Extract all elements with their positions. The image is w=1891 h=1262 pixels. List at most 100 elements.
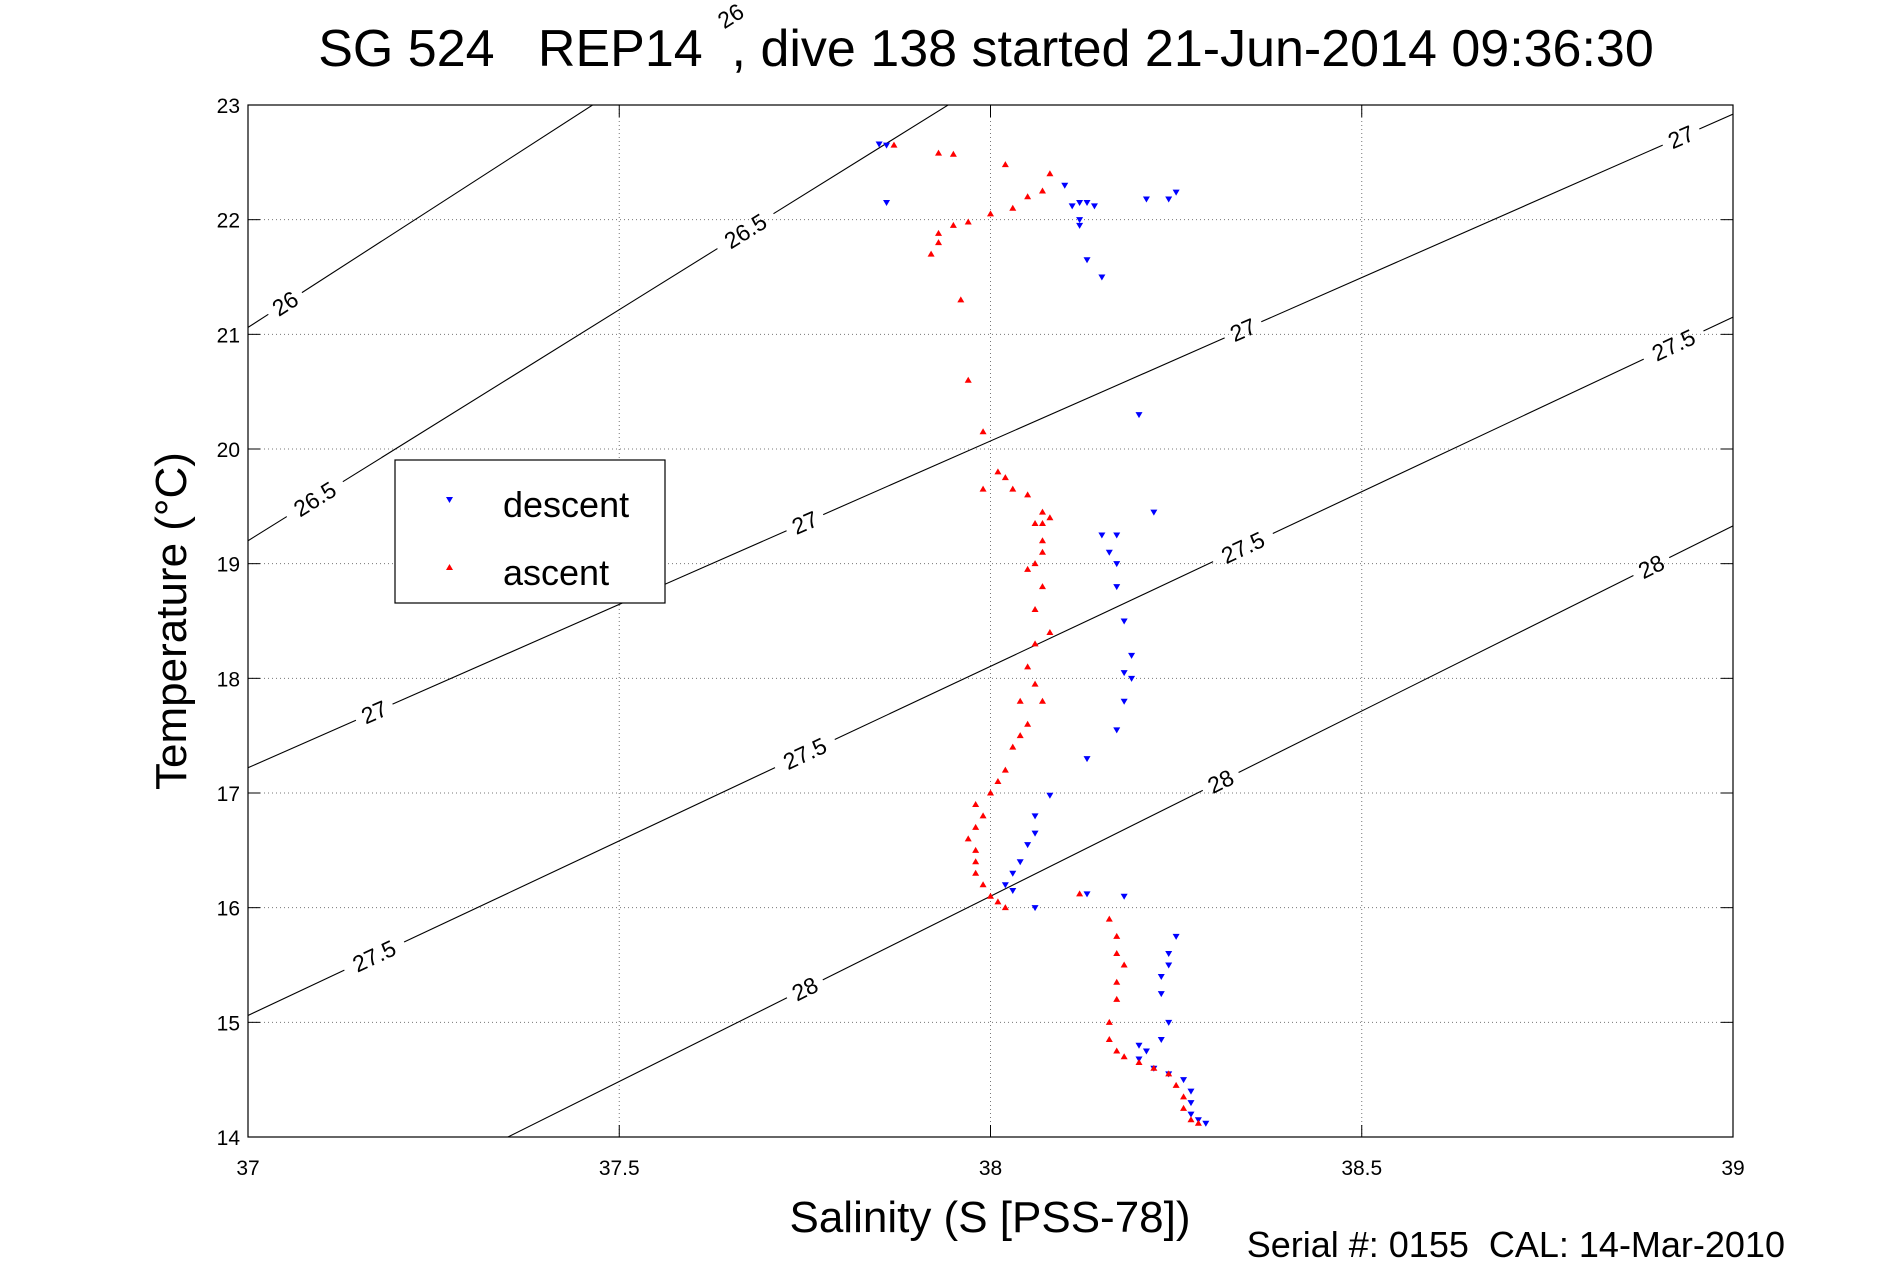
y-tick-label: 14 [217, 1127, 241, 1150]
contour-line [773, 105, 950, 215]
descent-point [1172, 189, 1180, 196]
x-tick-label: 38.5 [1341, 1157, 1382, 1180]
ascent-point [994, 468, 1002, 475]
descent-point [1187, 1111, 1195, 1118]
ascent-point [1001, 474, 1009, 481]
descent-point [1113, 727, 1121, 734]
descent-point [1098, 532, 1106, 539]
descent-point [1120, 670, 1128, 677]
descent-point [1009, 887, 1017, 894]
descent-point [1165, 962, 1173, 969]
contour-line [822, 789, 1204, 981]
legend-marker-ascent [446, 564, 453, 570]
data-points [875, 141, 1210, 1127]
x-tick-label: 39 [1721, 1157, 1744, 1180]
descent-point [1076, 222, 1084, 229]
ascent-point [1016, 732, 1024, 739]
descent-point [1165, 1019, 1173, 1026]
ascent-point [1031, 560, 1039, 567]
descent-point [1172, 933, 1180, 940]
descent-point [1083, 891, 1091, 898]
ascent-point [1113, 1047, 1121, 1054]
contour-line [1699, 113, 1733, 130]
ascent-point [949, 221, 957, 228]
ascent-point [979, 485, 987, 492]
contour-line [248, 516, 288, 542]
ascent-point [1038, 583, 1046, 590]
descent-point [1113, 584, 1121, 591]
descent-point [1105, 549, 1113, 556]
ascent-point [1024, 663, 1032, 670]
descent-point [1009, 870, 1017, 877]
descent-point [1142, 1048, 1150, 1055]
descent-point [1016, 859, 1024, 866]
descent-point [1128, 675, 1136, 682]
descent-point [1113, 561, 1121, 568]
descent-point [1024, 842, 1032, 849]
contour-line [1668, 525, 1733, 559]
descent-point [883, 142, 891, 149]
contour-line [403, 767, 776, 943]
ascent-point [1001, 766, 1009, 773]
contour-line [1272, 358, 1644, 535]
serial-cal-footer: Serial #: 0155 CAL: 14-Mar-2010 [1247, 1224, 1785, 1262]
x-axis-label: Salinity (S [PSS-78]) [789, 1193, 1190, 1242]
ascent-point [1031, 640, 1039, 647]
contour-line [822, 337, 1225, 516]
ascent-point [1009, 204, 1017, 211]
ascent-point [1001, 904, 1009, 911]
ascent-point [1009, 485, 1017, 492]
descent-point [1083, 257, 1091, 264]
ascent-point [994, 778, 1002, 785]
descent-point [1180, 1077, 1188, 1084]
ascent-point [1024, 565, 1032, 572]
y-axis-label: Temperature (°C) [147, 452, 196, 790]
ascent-point [972, 846, 980, 853]
contour-line [834, 561, 1214, 741]
ascent-point [972, 858, 980, 865]
ascent-point [1031, 606, 1039, 613]
descent-point [1202, 1120, 1210, 1127]
ascent-point [972, 869, 980, 876]
legend-label-ascent: ascent [503, 552, 609, 593]
y-tick-label: 20 [217, 439, 240, 462]
descent-point [1128, 652, 1136, 659]
ascent-point [1113, 950, 1121, 957]
ascent-point [964, 835, 972, 842]
descent-point [1090, 203, 1098, 210]
descent-point [1061, 182, 1069, 189]
descent-point [1142, 196, 1150, 203]
ascent-point [1105, 1036, 1113, 1043]
contour-line [248, 719, 357, 769]
descent-point [1031, 813, 1039, 820]
legend-label-descent: descent [503, 484, 629, 525]
y-tick-label: 16 [217, 898, 240, 921]
descent-point [1135, 412, 1143, 419]
y-tick-label: 19 [217, 554, 240, 577]
ascent-point [1046, 170, 1054, 177]
contour-line [1261, 144, 1663, 323]
ascent-point [1038, 520, 1046, 527]
ascent-point [1016, 697, 1024, 704]
contour-line [392, 530, 787, 705]
y-tick-label: 22 [217, 210, 240, 233]
descent-point [1031, 830, 1039, 837]
ascent-point [935, 149, 943, 156]
ascent-point [1038, 508, 1046, 515]
ascent-point [949, 150, 957, 157]
ascent-point [1009, 743, 1017, 750]
ascent-point [1194, 1119, 1202, 1126]
ascent-point [1120, 1053, 1128, 1060]
descent-point [1120, 698, 1128, 705]
contour-line [507, 997, 788, 1137]
descent-point [1068, 203, 1076, 210]
ascent-point [1113, 978, 1121, 985]
ascent-point [1165, 1070, 1173, 1077]
x-tick-label: 37.5 [599, 1157, 640, 1180]
ascent-point [979, 812, 987, 819]
ascent-point [1031, 680, 1039, 687]
ascent-point [1031, 520, 1039, 527]
ascent-point [1038, 537, 1046, 544]
ascent-point [1046, 628, 1054, 635]
y-tick-label: 17 [217, 783, 240, 806]
